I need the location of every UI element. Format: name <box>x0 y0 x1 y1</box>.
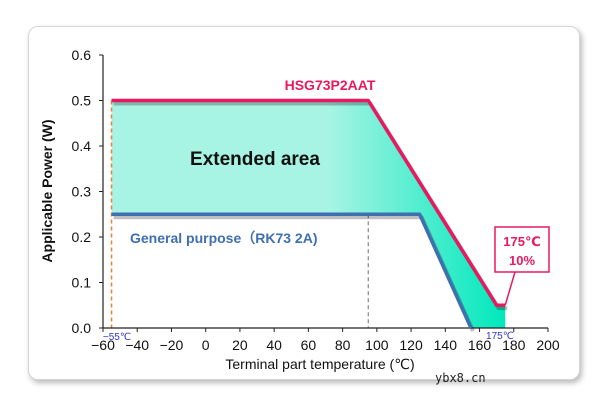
x-tick-label: 0 <box>202 337 210 353</box>
x-tick-label: 100 <box>365 337 389 353</box>
x-tick-label: 80 <box>335 337 351 353</box>
annotation-percent: 10% <box>509 253 535 268</box>
y-tick-label: 0.6 <box>72 47 92 63</box>
x-tick-label: 200 <box>536 337 560 353</box>
y-tick-label: 0.1 <box>72 275 92 291</box>
x-tick-label: −20 <box>160 337 184 353</box>
y-tick-label: 0.5 <box>72 93 92 109</box>
y-tick-label: 0.0 <box>72 320 92 336</box>
y-tick-label: 0.4 <box>72 138 92 154</box>
x-axis-title: Terminal part temperature (℃) <box>225 356 414 372</box>
x-tick-label: 40 <box>266 337 282 353</box>
x-tick-label: −40 <box>125 337 149 353</box>
general-purpose-line <box>111 212 473 329</box>
x-tick-label: 180 <box>502 337 526 353</box>
x-tick-label: 60 <box>301 337 317 353</box>
175-label: 175℃ <box>486 331 514 342</box>
x-tick-label: 160 <box>468 337 492 353</box>
x-tick-label: 20 <box>232 337 248 353</box>
x-tick-label: 120 <box>399 337 423 353</box>
x-tick-label: 140 <box>434 337 458 353</box>
y-tick-label: 0.2 <box>72 229 92 245</box>
175c-annotation-box <box>494 226 550 273</box>
extended-area-label: Extended area <box>190 149 320 170</box>
y-axis-title: Applicable Power (W) <box>39 119 55 262</box>
x-tick-group: −60 −40 −20 0 20 40 60 80 100 120 140 160 180 200 <box>91 328 560 353</box>
annotation-leader-line <box>504 271 516 306</box>
x-tick-label: −60 <box>91 337 115 353</box>
y-tick-label: 0.3 <box>72 184 92 200</box>
general-purpose-legend-label: General purpose（RK73 2A) <box>130 230 318 246</box>
hsg73p2aat-line <box>111 98 506 307</box>
annotation-temperature: 175℃ <box>503 234 540 249</box>
minus-55-label: −55℃ <box>103 332 131 343</box>
watermark-text: ybx8.cn <box>435 371 486 385</box>
hsg73p2aat-legend-label: HSG73P2AAT <box>285 77 376 93</box>
y-tick-group: 0.0 0.1 0.2 0.3 0.4 0.5 0.6 <box>72 47 103 336</box>
